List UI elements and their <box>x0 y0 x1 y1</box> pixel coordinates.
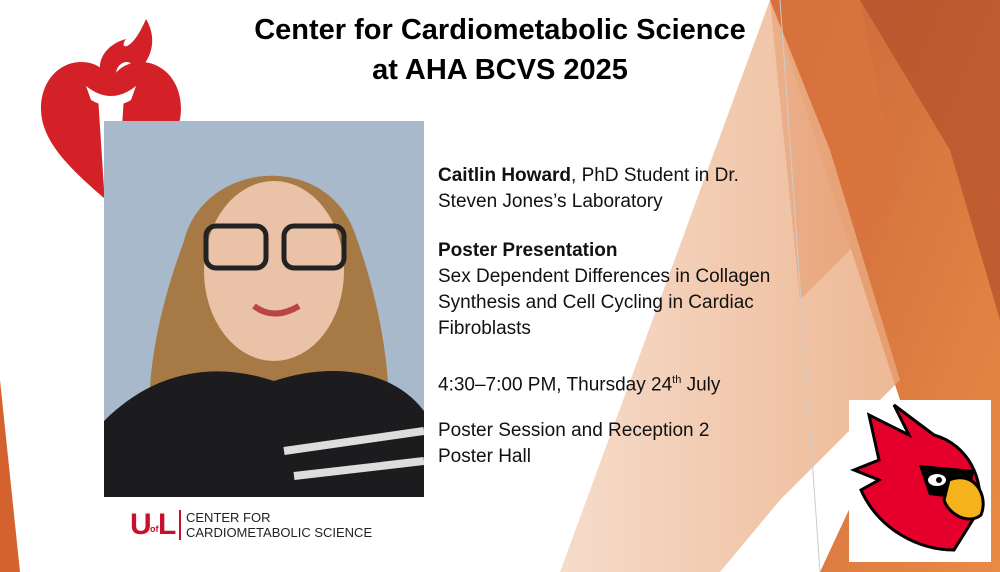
time-text: July <box>681 374 721 396</box>
portrait-photo <box>104 121 424 497</box>
uofl-logo: U of L CENTER FOR CARDIOMETABOLIC SCIENC… <box>130 510 390 544</box>
title-line: Center for Cardiometabolic Science <box>254 14 746 46</box>
presenter-role: Steven Jones’s Laboratory <box>438 191 663 212</box>
presentation-heading: Poster Presentation <box>438 240 618 261</box>
location: Poster Hall <box>438 446 531 467</box>
location: Poster Session and Reception 2 <box>438 420 710 441</box>
presenter-role: , PhD Student in Dr. <box>571 165 739 186</box>
cardinal-logo <box>849 400 991 562</box>
logo-text: CENTER FOR <box>186 510 271 525</box>
logo-divider <box>179 510 181 540</box>
presentation-title: Fibroblasts <box>438 318 531 339</box>
presentation-title: Sex Dependent Differences in Collagen <box>438 266 771 287</box>
title-line: at AHA BCVS 2025 <box>372 54 628 86</box>
logo-text: CARDIOMETABOLIC SCIENCE <box>186 525 373 540</box>
presenter-line: Caitlin Howard, PhD Student in Dr. <box>438 163 739 189</box>
time-superscript: th <box>672 374 682 386</box>
logo-mark: of <box>150 524 159 534</box>
logo-mark: U <box>130 508 152 541</box>
presentation-title: Synthesis and Cell Cycling in Cardiac <box>438 292 754 313</box>
logo-mark: L <box>158 508 177 541</box>
time-text: 4:30–7:00 PM, Thursday 24 <box>438 374 673 396</box>
time: 4:30–7:00 PM, Thursday 24th July <box>438 367 720 398</box>
presenter-name: Caitlin Howard <box>438 165 572 186</box>
